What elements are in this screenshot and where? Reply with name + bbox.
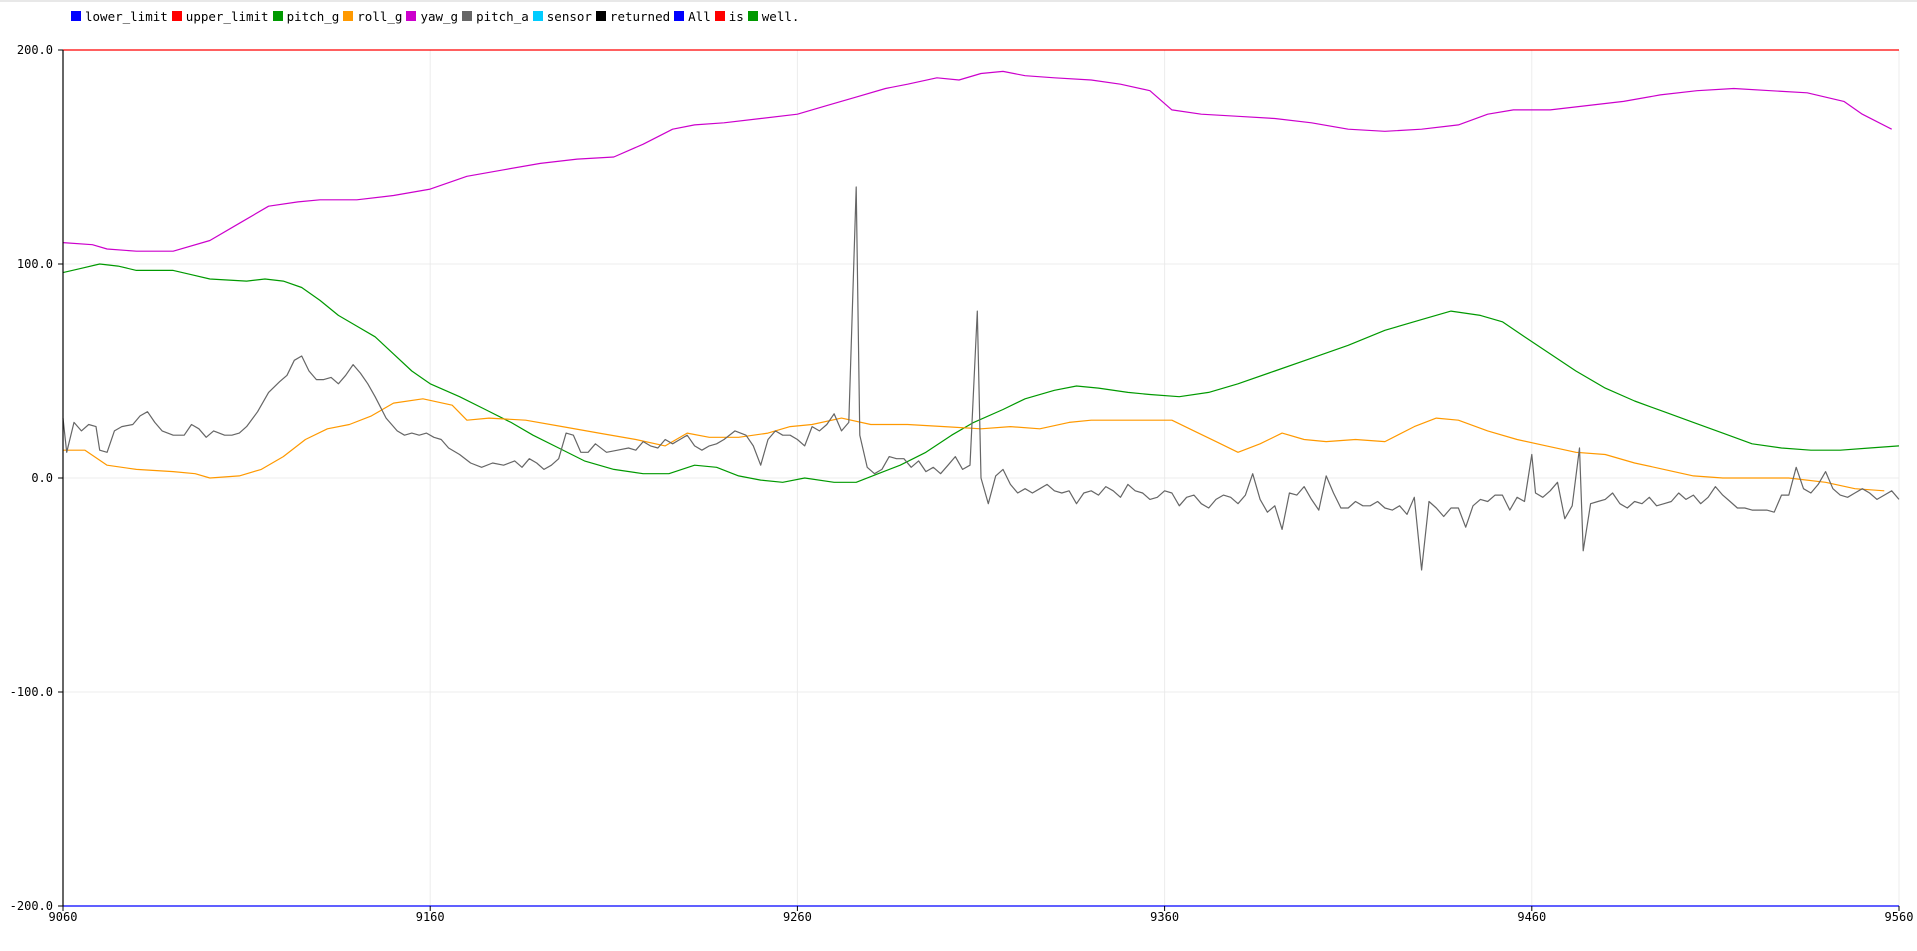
legend-swatch (595, 11, 606, 21)
legend-swatch (462, 11, 473, 21)
legend-swatch (343, 11, 354, 21)
legend: lower_limit upper_limit pitch_g roll_g yaw_g… (71, 7, 803, 25)
legend-label: upper_limit (185, 8, 269, 24)
legend-swatch (71, 11, 81, 21)
y-tick-label: 200.0 (17, 43, 53, 57)
legend-item: yaw_g (406, 9, 458, 24)
legend-label: roll_g (357, 8, 403, 24)
y-tick-label: 0.0 (31, 471, 53, 485)
legend-item: upper_limit (171, 8, 269, 24)
x-tick-label: 9260 (783, 910, 812, 924)
legend-label: yaw_g (420, 8, 459, 24)
axes (58, 49, 1900, 911)
legend-label: well. (761, 8, 800, 24)
legend-label: is (728, 8, 744, 24)
legend-item: returned (595, 8, 671, 24)
legend-item: pitch_g (272, 8, 340, 24)
legend-label: lower_limit (85, 8, 168, 24)
legend-label: sensor (546, 8, 592, 24)
legend-swatch (171, 11, 182, 21)
legend-label: pitch_a (476, 8, 529, 24)
x-tick-label: 9460 (1517, 910, 1546, 924)
legend-item: sensor (532, 8, 592, 24)
top-border (0, 0, 1917, 2)
legend-label: All (688, 8, 711, 24)
legend-swatch (674, 11, 685, 21)
legend-swatch (532, 11, 543, 21)
x-tick-label: 9060 (49, 910, 78, 924)
y-tick-label: 100.0 (17, 257, 53, 271)
series-line-yaw-g (62, 70, 1892, 252)
legend-item: roll_g (343, 9, 402, 24)
y-tick-label: -100.0 (10, 685, 53, 699)
legend-item: lower_limit (71, 9, 168, 24)
x-tick-label: 9360 (1150, 910, 1179, 924)
legend-swatch (406, 11, 417, 21)
series-line-pitch-g (62, 263, 1900, 483)
series-line-pitch-a (62, 186, 1900, 571)
x-tick-label: 9160 (416, 910, 445, 924)
series-line-roll-g (63, 398, 1885, 492)
series-layer (62, 49, 1900, 907)
legend-item: pitch_a (462, 9, 529, 24)
legend-label: returned (609, 8, 671, 24)
legend-item: well. (747, 8, 800, 24)
legend-label: pitch_g (286, 8, 340, 24)
y-tick-label: -200.0 (10, 899, 53, 913)
legend-swatch (272, 11, 283, 21)
legend-item: All (674, 9, 711, 24)
legend-swatch (714, 11, 725, 21)
legend-swatch (747, 11, 758, 21)
legend-item: is (714, 8, 744, 24)
x-tick-label: 9560 (1885, 910, 1914, 924)
